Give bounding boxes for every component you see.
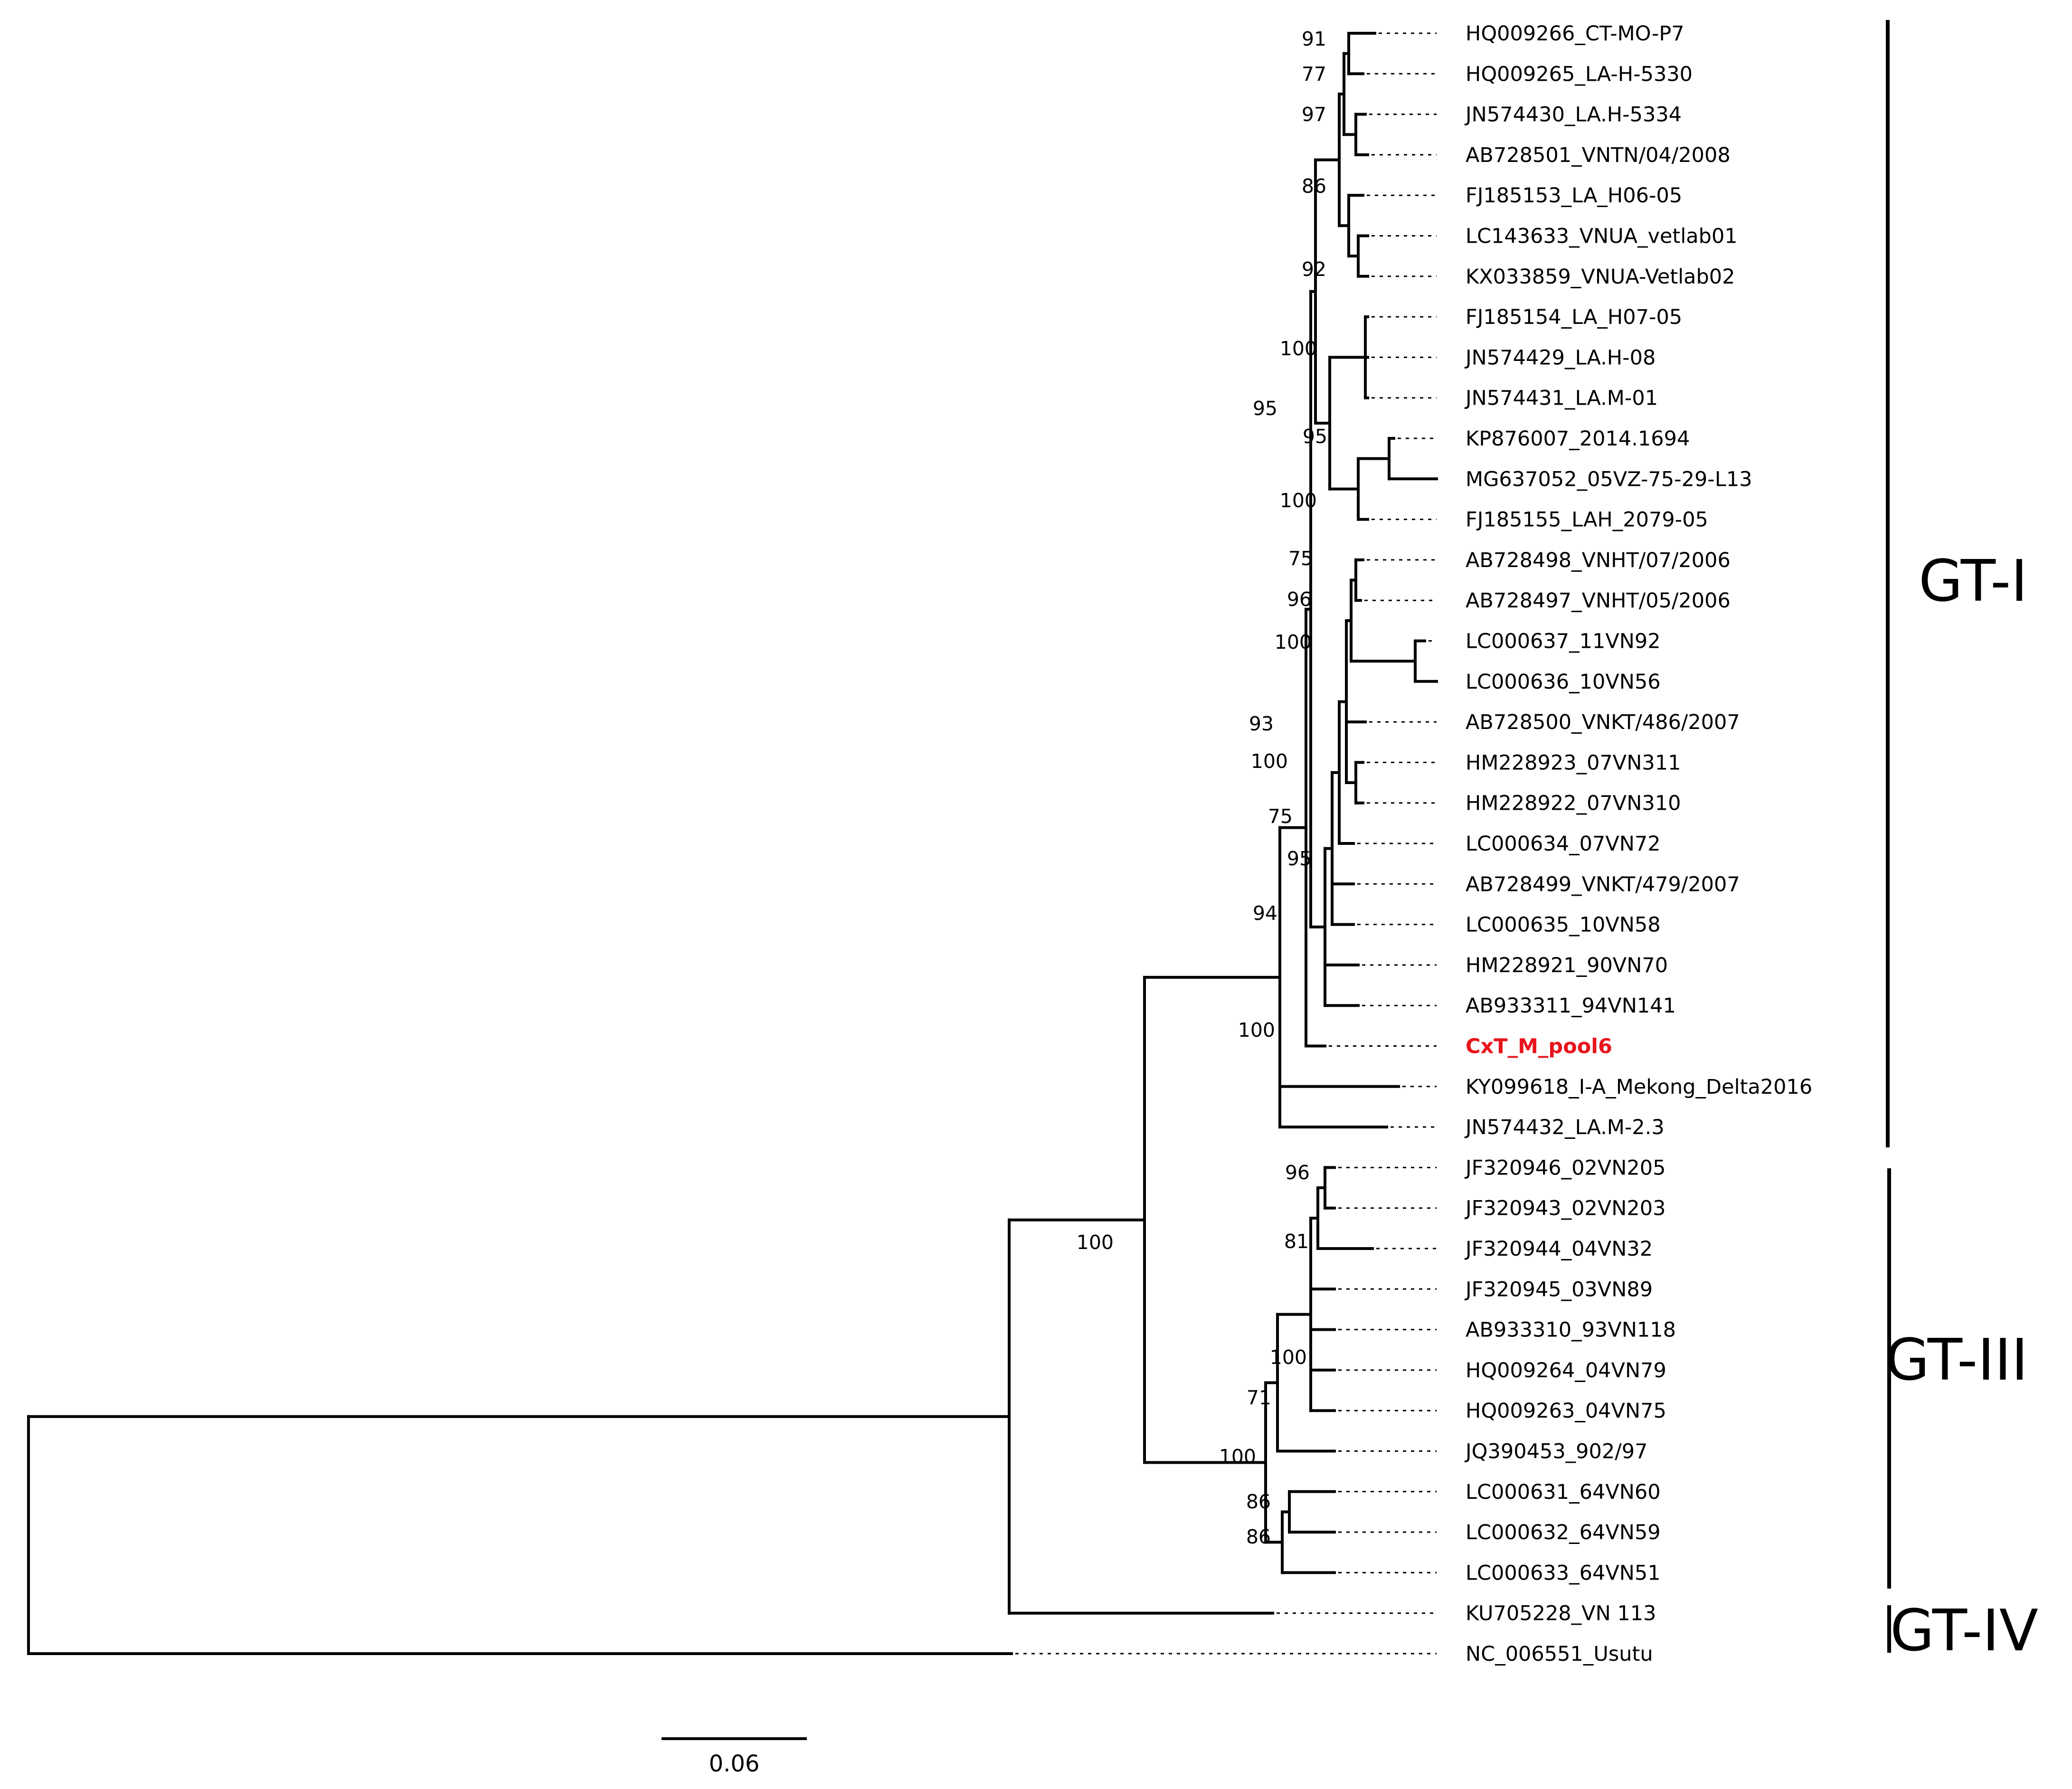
taxon-label: JN574431_LA.M-01 <box>1464 387 1658 410</box>
taxon-label: KU705228_VN 113 <box>1466 1602 1656 1626</box>
taxon-label: LC143633_VNUA_vetlab01 <box>1466 225 1738 248</box>
taxon-label: JQ390453_902/97 <box>1464 1440 1647 1464</box>
taxon-label: LC000633_64VN51 <box>1466 1561 1661 1585</box>
taxon-label: AB728500_VNKT/486/2007 <box>1466 710 1740 734</box>
bootstrap-label: 100 <box>1280 337 1317 360</box>
bootstrap-label: 100 <box>1280 489 1317 512</box>
taxon-label: JN574432_LA.M-2.3 <box>1464 1116 1665 1139</box>
taxon-label: AB728501_VNTN/04/2008 <box>1466 143 1731 167</box>
bootstrap-label: 95 <box>1253 397 1277 420</box>
taxon-label: HQ009266_CT-MO-P7 <box>1466 22 1684 46</box>
taxon-label: HM228922_07VN310 <box>1466 792 1681 815</box>
bootstrap-label: 92 <box>1302 258 1326 281</box>
bootstrap-label: 96 <box>1287 588 1312 611</box>
taxon-label: FJ185153_LA_H06-05 <box>1466 184 1682 208</box>
bootstrap-label: 77 <box>1302 63 1326 85</box>
bootstrap-labels: 91 77 97 86 92 100 95 95 100 75 96 100 93 100 75 95 94 10… <box>1077 28 1327 1548</box>
taxon-label: KX033859_VNUA-Vetlab02 <box>1466 265 1735 289</box>
bootstrap-label: 86 <box>1302 175 1326 198</box>
taxon-label: NC_006551_Usutu <box>1466 1642 1653 1666</box>
tip-leader-lines <box>1015 32 1437 1655</box>
taxon-label: HQ009264_04VN79 <box>1466 1359 1666 1382</box>
taxon-label: CxT_M_pool6 <box>1466 1035 1612 1059</box>
bootstrap-label: 100 <box>1275 631 1312 653</box>
bootstrap-label: 100 <box>1238 1019 1275 1041</box>
bootstrap-label: 75 <box>1268 805 1293 828</box>
bootstrap-label: 86 <box>1246 1490 1271 1513</box>
genotype-label: GT-I <box>1919 549 2028 615</box>
taxon-label: LC000637_11VN92 <box>1466 630 1661 653</box>
bootstrap-label: 96 <box>1285 1161 1310 1184</box>
taxon-label: JN574429_LA.H-08 <box>1464 346 1656 369</box>
tree-branches <box>27 32 1438 1655</box>
taxon-label: LC000635_10VN58 <box>1466 913 1661 937</box>
taxon-label: KY099618_I-A_Mekong_Delta2016 <box>1466 1075 1812 1099</box>
taxon-labels: HQ009266_CT-MO-P7 HQ009265_LA-H-5330 JN574… <box>1464 22 1812 1666</box>
taxon-label: AB933310_93VN118 <box>1466 1318 1676 1342</box>
genotype-brackets: GT-I GT-III GT-IV <box>1885 20 2038 1664</box>
taxon-label: FJ185155_LAH_2079-05 <box>1466 508 1708 532</box>
taxon-label: AB728497_VNHT/05/2006 <box>1466 589 1731 613</box>
taxon-label: LC000636_10VN56 <box>1466 670 1661 694</box>
bootstrap-label: 93 <box>1249 712 1274 735</box>
bootstrap-label: 100 <box>1077 1231 1114 1254</box>
taxon-label: JF320943_02VN203 <box>1464 1197 1665 1221</box>
bootstrap-label: 75 <box>1288 547 1313 570</box>
scale-bar-label: 0.06 <box>709 1751 760 1777</box>
taxon-label: HQ009263_04VN75 <box>1466 1399 1666 1423</box>
taxon-label: JN574430_LA.H-5334 <box>1464 103 1682 127</box>
genotype-label: GT-IV <box>1890 1598 2038 1664</box>
bootstrap-label: 97 <box>1302 103 1326 126</box>
taxon-label: JF320946_02VN205 <box>1464 1156 1665 1180</box>
taxon-label: LC000631_64VN60 <box>1466 1480 1661 1504</box>
taxon-label: AB728498_VNHT/07/2006 <box>1466 549 1731 572</box>
genotype-label: GT-III <box>1885 1327 2028 1393</box>
taxon-label: JF320945_03VN89 <box>1464 1278 1653 1301</box>
bootstrap-label: 100 <box>1270 1346 1307 1369</box>
bootstrap-label: 95 <box>1287 847 1312 870</box>
taxon-label: FJ185154_LA_H07-05 <box>1466 305 1682 329</box>
bootstrap-label: 71 <box>1247 1386 1271 1409</box>
taxon-label: MG637052_05VZ-75-29-L13 <box>1466 467 1752 491</box>
taxon-label: LC000632_64VN59 <box>1466 1521 1661 1544</box>
taxon-label: LC000634_07VN72 <box>1466 832 1661 856</box>
taxon-label: HM228921_90VN70 <box>1466 954 1668 977</box>
taxon-label: HM228923_07VN311 <box>1466 751 1681 775</box>
taxon-label: AB728499_VNKT/479/2007 <box>1466 872 1740 896</box>
scale-bar: 0.06 <box>662 1737 807 1777</box>
bootstrap-label: 91 <box>1302 28 1326 50</box>
bootstrap-label: 100 <box>1219 1445 1256 1468</box>
taxon-label: AB933311_94VN141 <box>1466 994 1676 1018</box>
taxon-label: HQ009265_LA-H-5330 <box>1466 62 1693 86</box>
bootstrap-label: 94 <box>1253 902 1277 925</box>
taxon-label: JF320944_04VN32 <box>1464 1237 1653 1261</box>
bootstrap-label: 100 <box>1251 750 1288 773</box>
bootstrap-label: 86 <box>1246 1525 1271 1548</box>
bootstrap-label: 95 <box>1303 425 1327 448</box>
taxon-label: KP876007_2014.1694 <box>1466 427 1690 451</box>
bootstrap-label: 81 <box>1284 1230 1309 1253</box>
